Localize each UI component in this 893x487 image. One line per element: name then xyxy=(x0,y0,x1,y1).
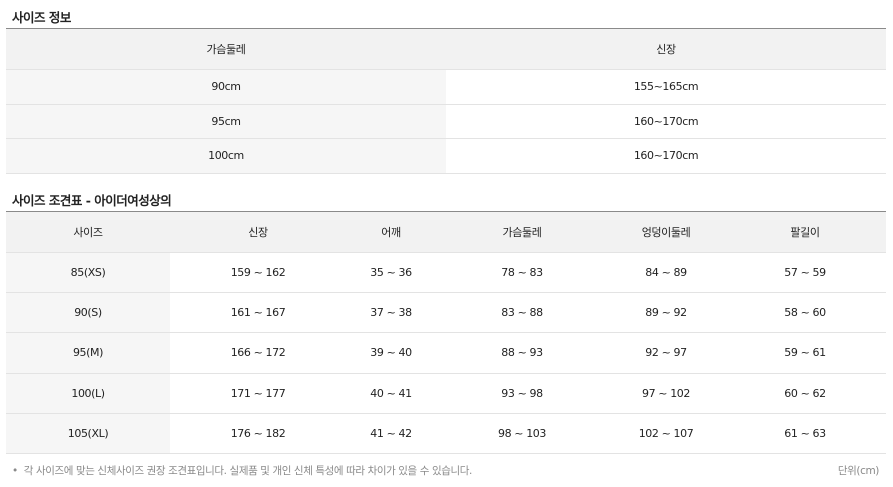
cell-hip: 92 ~ 97 xyxy=(608,332,724,374)
table-row: 95(M) 166 ~ 172 39 ~ 40 88 ~ 93 92 ~ 97 … xyxy=(6,332,886,374)
cell-arm-length: 61 ~ 63 xyxy=(724,412,886,454)
cell-arm-length: 58 ~ 60 xyxy=(724,292,886,333)
table-row: 95cm 160~170cm xyxy=(6,103,886,139)
unit-label: 단위(cm) xyxy=(837,465,880,477)
header-chest: 가슴둘레 xyxy=(6,28,446,70)
cell-hip: 102 ~ 107 xyxy=(608,412,724,454)
cell-shoulder: 35 ~ 36 xyxy=(346,251,436,293)
table-row: 100(L) 171 ~ 177 40 ~ 41 93 ~ 98 97 ~ 10… xyxy=(6,372,886,414)
cell-size: 90(S) xyxy=(6,292,170,333)
cell-hip: 84 ~ 89 xyxy=(608,251,724,293)
cell-shoulder: 40 ~ 41 xyxy=(346,372,436,414)
cell-height: 176 ~ 182 xyxy=(170,412,346,454)
cell-chest: 100cm xyxy=(6,138,446,174)
cell-hip: 97 ~ 102 xyxy=(608,372,724,414)
cell-shoulder: 37 ~ 38 xyxy=(346,292,436,333)
header-height: 신장 xyxy=(446,28,886,70)
cell-hip: 89 ~ 92 xyxy=(608,292,724,333)
size-info-title: 사이즈 정보 xyxy=(12,10,71,25)
size-chart-table: 사이즈 신장 어깨 가슴둘레 엉덩이둘레 팔길이 85(XS) 159 ~ 16… xyxy=(6,211,886,454)
cell-shoulder: 39 ~ 40 xyxy=(346,332,436,374)
cell-size: 100(L) xyxy=(6,372,170,414)
size-info-header-row: 가슴둘레 신장 xyxy=(6,28,886,70)
footnote: • 각 사이즈에 맞는 신체사이즈 권장 조견표입니다. 실제품 및 개인 신체 … xyxy=(12,463,472,478)
cell-chest: 98 ~ 103 xyxy=(436,412,608,454)
cell-height: 159 ~ 162 xyxy=(170,251,346,293)
table-row: 90(S) 161 ~ 167 37 ~ 38 83 ~ 88 89 ~ 92 … xyxy=(6,292,886,333)
bullet-icon: • xyxy=(12,465,18,477)
size-chart-header-row: 사이즈 신장 어깨 가슴둘레 엉덩이둘레 팔길이 xyxy=(6,211,886,253)
cell-size: 95(M) xyxy=(6,332,170,374)
footnote-text: 각 사이즈에 맞는 신체사이즈 권장 조견표입니다. 실제품 및 개인 신체 특… xyxy=(23,465,473,477)
table-row: 100cm 160~170cm xyxy=(6,138,886,174)
cell-shoulder: 41 ~ 42 xyxy=(346,412,436,454)
cell-height: 171 ~ 177 xyxy=(170,372,346,414)
header-arm-length: 팔길이 xyxy=(724,211,886,253)
size-info-table: 가슴둘레 신장 90cm 155~165cm 95cm 160~170cm 10… xyxy=(6,28,886,174)
cell-chest: 83 ~ 88 xyxy=(436,292,608,333)
cell-height: 160~170cm xyxy=(446,138,886,174)
cell-height: 155~165cm xyxy=(446,69,886,104)
header-size: 사이즈 xyxy=(6,211,170,253)
cell-height: 160~170cm xyxy=(446,103,886,139)
table-row: 85(XS) 159 ~ 162 35 ~ 36 78 ~ 83 84 ~ 89… xyxy=(6,251,886,293)
table-row: 90cm 155~165cm xyxy=(6,69,886,104)
header-shoulder: 어깨 xyxy=(346,211,436,253)
cell-chest: 95cm xyxy=(6,103,446,139)
cell-size: 105(XL) xyxy=(6,412,170,454)
header-chest: 가슴둘레 xyxy=(436,211,608,253)
cell-height: 166 ~ 172 xyxy=(170,332,346,374)
header-height: 신장 xyxy=(170,211,346,253)
table-row: 105(XL) 176 ~ 182 41 ~ 42 98 ~ 103 102 ~… xyxy=(6,412,886,454)
cell-arm-length: 59 ~ 61 xyxy=(724,332,886,374)
cell-chest: 78 ~ 83 xyxy=(436,251,608,293)
cell-arm-length: 60 ~ 62 xyxy=(724,372,886,414)
cell-chest: 88 ~ 93 xyxy=(436,332,608,374)
cell-chest: 93 ~ 98 xyxy=(436,372,608,414)
header-hip: 엉덩이둘레 xyxy=(608,211,724,253)
size-chart-title: 사이즈 조견표 - 아이더여성상의 xyxy=(12,193,172,208)
cell-chest: 90cm xyxy=(6,69,446,104)
cell-height: 161 ~ 167 xyxy=(170,292,346,333)
cell-arm-length: 57 ~ 59 xyxy=(724,251,886,293)
cell-size: 85(XS) xyxy=(6,251,170,293)
